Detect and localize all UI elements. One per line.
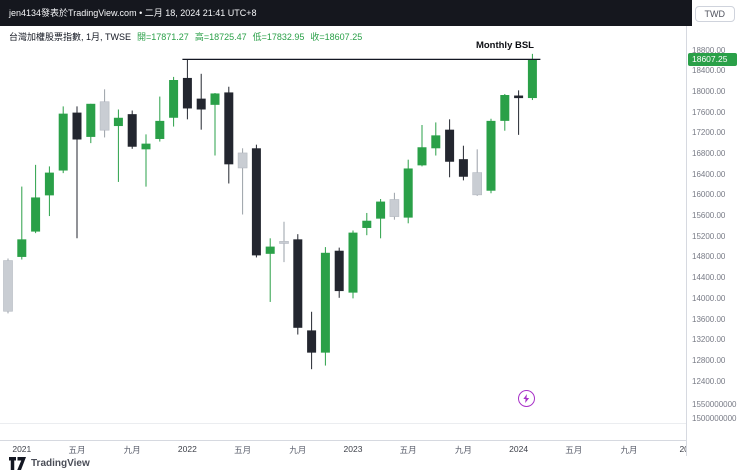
attribution-text: jen4134發表於TradingView.com • 二月 18, 2024 … <box>9 8 257 18</box>
price-tick-label: 16000.00 <box>692 190 726 200</box>
price-tick-label: 14400.00 <box>692 273 726 283</box>
candle-body <box>224 92 234 165</box>
candle-body <box>458 159 468 177</box>
candle-body <box>445 129 455 162</box>
price-tick-label: 16400.00 <box>692 169 726 179</box>
price-tick-label: 16800.00 <box>692 148 726 158</box>
price-tick-label: 12800.00 <box>692 355 726 365</box>
candle-body <box>279 241 289 244</box>
price-tick-label: 13600.00 <box>692 314 726 324</box>
price-tick-label: 17600.00 <box>692 107 726 117</box>
candle-body <box>196 98 206 110</box>
attribution-bar: jen4134發表於TradingView.com • 二月 18, 2024 … <box>0 0 692 26</box>
time-tick-label: 2021 <box>12 444 32 454</box>
candle-body <box>362 220 372 228</box>
candle-body <box>251 148 261 256</box>
time-tick-label: 五月 <box>68 445 86 455</box>
candle-body <box>141 143 151 150</box>
price-tick-label: 15200.00 <box>692 231 726 241</box>
candle-body <box>237 152 248 169</box>
candle-body <box>44 172 54 196</box>
candle-body <box>155 120 165 139</box>
candle-body <box>307 330 317 353</box>
ohlc-pair-3: 收=18607.25 <box>310 32 363 42</box>
candle-body <box>127 114 137 147</box>
time-tick-label: 五月 <box>399 445 417 455</box>
candle-body <box>486 120 496 191</box>
candle-body <box>169 80 179 118</box>
candle-body <box>3 260 13 312</box>
price-tick-label: 18800.00 <box>692 45 726 55</box>
price-tick-label: 13200.00 <box>692 335 726 345</box>
candle-body <box>113 117 123 127</box>
price-chart[interactable] <box>0 26 686 440</box>
ohlc-pair-1: 高=18725.47 <box>194 32 247 42</box>
time-tick-label: 九月 <box>620 445 638 455</box>
symbol-legend: 台灣加權股票指數, 1月, TWSE 開=17871.27 高=18725.47 低=… <box>9 30 362 43</box>
footer: TradingView <box>9 457 90 470</box>
candle-body <box>17 239 27 257</box>
candle-body <box>265 246 275 254</box>
time-tick-label: 九月 <box>454 445 472 455</box>
candle-body <box>514 95 524 99</box>
candle-body <box>320 252 330 353</box>
price-tick-label: 14000.00 <box>692 293 726 303</box>
currency-badge[interactable]: TWD <box>694 6 735 22</box>
candle-body <box>293 239 303 328</box>
candle-body <box>472 172 483 196</box>
candle-body <box>58 113 68 171</box>
candle-body <box>527 59 537 99</box>
lightning-icon <box>523 394 530 403</box>
ohlc-pair-0: 開=17871.27 <box>137 32 189 42</box>
symbol-title[interactable]: 台灣加權股票指數, 1月, TWSE <box>9 32 132 42</box>
time-tick-label: 2024 <box>509 444 529 454</box>
price-tick-label: 15600.00 <box>692 211 726 221</box>
candle-body <box>31 197 41 232</box>
time-tick-label: 九月 <box>123 445 141 455</box>
pane-separator <box>0 423 686 424</box>
candle-body <box>210 93 220 105</box>
time-tick-label: 九月 <box>289 445 307 455</box>
tradingview-brand-text[interactable]: TradingView <box>31 458 90 469</box>
price-tick-label: 17200.00 <box>692 128 726 138</box>
candle-body <box>403 168 413 218</box>
candle-body <box>334 250 344 292</box>
candle-body <box>86 103 96 137</box>
candle-body <box>431 135 441 149</box>
price-tick-label: 18400.00 <box>692 66 726 76</box>
candle-body <box>417 147 427 166</box>
last-price-badge: 18607.25 <box>688 53 737 66</box>
candle-body <box>72 112 82 140</box>
annotation-label[interactable]: Monthly BSL <box>475 40 534 51</box>
volume-tick-label: 1550000000 <box>692 400 737 409</box>
candle-body <box>500 95 510 121</box>
time-tick-label: 20 <box>679 444 689 454</box>
candle-body <box>182 77 192 109</box>
candle-body <box>376 201 386 219</box>
candle-body <box>348 232 358 293</box>
time-tick-label: 五月 <box>234 445 252 455</box>
ohlc-values: 開=17871.27 高=18725.47 低=17832.95 收=18607.25 <box>131 32 362 42</box>
time-axis[interactable]: 2021 五月 九月 2022 五月 九月 2023 五月 九月 2024 五月 九月 20 <box>0 440 740 456</box>
volume-tick-label: 1500000000 <box>692 414 737 423</box>
price-tick-label: 14800.00 <box>692 252 726 262</box>
candle-body <box>99 101 110 131</box>
tradingview-logo-icon <box>9 457 26 470</box>
time-tick-label: 2023 <box>343 444 363 454</box>
lightning-marker[interactable] <box>518 390 535 407</box>
time-tick-label: 五月 <box>565 445 583 455</box>
candle-body <box>389 199 400 217</box>
ohlc-pair-2: 低=17832.95 <box>252 32 305 42</box>
price-tick-label: 18000.00 <box>692 86 726 96</box>
time-tick-label: 2022 <box>177 444 197 454</box>
price-axis[interactable]: 18800.00 18400.00 18000.00 17600.00 17200.00… <box>686 26 740 456</box>
price-tick-label: 12400.00 <box>692 376 726 386</box>
